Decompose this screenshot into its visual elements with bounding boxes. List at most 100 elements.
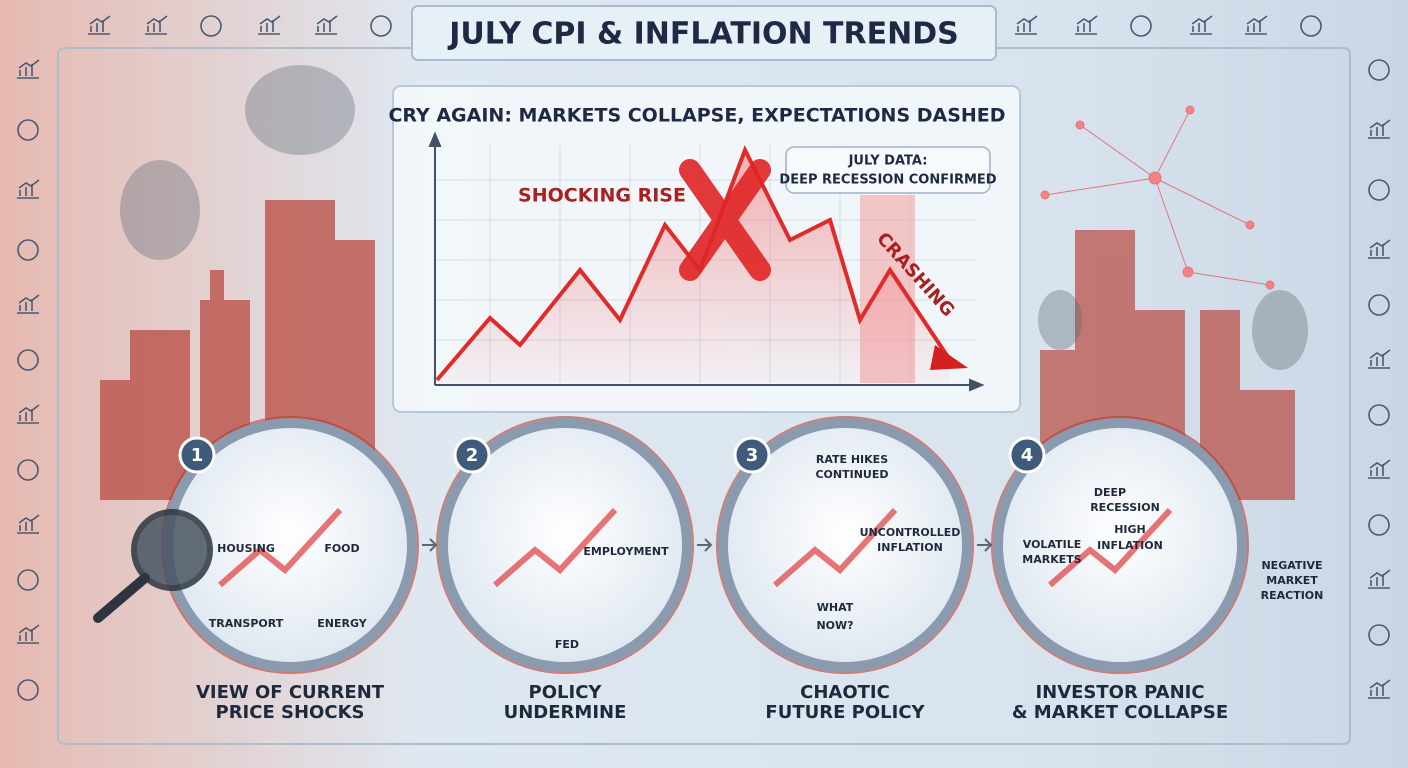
step-caption: CHAOTIC <box>800 682 890 703</box>
step-badge <box>178 436 216 474</box>
icon <box>1368 179 1390 201</box>
step-disc <box>993 418 1247 672</box>
icon <box>1368 459 1391 479</box>
icon <box>1015 15 1038 35</box>
callout-line: JULY DATA: <box>848 154 928 169</box>
icon <box>1245 15 1268 35</box>
side-note: REACTION <box>1261 589 1324 602</box>
step-arrow <box>697 538 713 552</box>
icon <box>17 294 40 314</box>
step-illustration <box>493 507 618 588</box>
step-number: 4 <box>1021 445 1034 466</box>
step-caption: VIEW OF CURRENT <box>196 682 385 703</box>
step-disc <box>438 418 692 672</box>
icon <box>1368 679 1391 699</box>
step-label: ENERGY <box>317 617 367 630</box>
side-note: NEGATIVE <box>1261 559 1322 572</box>
trend-arrow <box>930 345 968 370</box>
step-label: FOOD <box>324 542 359 555</box>
icon <box>1075 15 1098 35</box>
step-caption: FUTURE POLICY <box>765 702 925 723</box>
icon <box>17 349 39 371</box>
step-caption: INVESTOR PANIC <box>1035 682 1204 703</box>
magnifier-handle <box>93 573 150 623</box>
icon <box>17 514 40 534</box>
rise-label: SHOCKING RISE <box>518 185 686 207</box>
panel-axes <box>428 131 985 392</box>
icon <box>1300 15 1322 37</box>
icon <box>1190 15 1213 35</box>
icon <box>315 15 338 35</box>
step-label: EMPLOYMENT <box>583 545 669 558</box>
icon <box>1368 569 1391 589</box>
step-label: FED <box>555 638 579 651</box>
step-badge <box>1008 436 1046 474</box>
step-label: NOW? <box>816 619 853 632</box>
step-label: HIGH <box>1114 523 1146 536</box>
icon <box>1368 294 1390 316</box>
panel-title: CRY AGAIN: MARKETS COLLAPSE, EXPECTATION… <box>388 105 1005 127</box>
step-caption: PRICE SHOCKS <box>216 702 365 723</box>
icon <box>17 624 40 644</box>
step-label: HOUSING <box>217 542 275 555</box>
step-label: UNCONTROLLED <box>860 526 961 539</box>
icon <box>17 404 40 424</box>
smoke <box>120 65 1308 370</box>
icon <box>88 15 111 35</box>
step-caption: & MARKET COLLAPSE <box>1012 702 1228 723</box>
step-ring <box>991 416 1249 674</box>
icon <box>145 15 168 35</box>
icon <box>1368 59 1390 81</box>
step-label: WHAT <box>817 601 854 614</box>
icon <box>17 569 39 591</box>
icon <box>1368 514 1390 536</box>
icon <box>17 119 39 141</box>
step-label: RATE HIKES <box>816 453 888 466</box>
step-label: CONTINUED <box>815 468 888 481</box>
border-icons <box>17 15 1391 701</box>
step-label: MARKETS <box>1022 553 1081 566</box>
icon <box>1368 349 1391 369</box>
icon <box>17 59 40 79</box>
side-note: MARKET <box>1266 574 1318 587</box>
step-badge <box>453 436 491 474</box>
step-label: INFLATION <box>1097 539 1163 552</box>
icon <box>17 679 39 701</box>
page-title: JULY CPI & INFLATION TRENDS <box>447 17 958 52</box>
step-ring <box>436 416 694 674</box>
magnifier <box>131 509 213 591</box>
step-label: VOLATILE <box>1023 538 1081 551</box>
callout-box <box>785 146 991 194</box>
step-label: TRANSPORT <box>209 617 284 630</box>
step-caption: UNDERMINE <box>504 702 627 723</box>
step-label: RECESSION <box>1090 501 1160 514</box>
title-banner <box>411 5 997 61</box>
step-label: DEEP <box>1094 486 1126 499</box>
step-label: INFLATION <box>877 541 943 554</box>
icon <box>1130 15 1152 37</box>
step-illustration <box>773 507 898 588</box>
icon <box>1368 119 1391 139</box>
step-badge <box>733 436 771 474</box>
callout-line: DEEP RECESSION CONFIRMED <box>779 173 996 188</box>
big-x <box>679 159 771 281</box>
step-illustration <box>218 507 343 588</box>
steps: 1 HOUSING FOOD TRANSPORT ENERGY VIEW OF CURRE… <box>93 416 1249 723</box>
icon <box>17 459 39 481</box>
icon <box>17 239 39 261</box>
icon <box>258 15 281 35</box>
step-number: 1 <box>191 445 204 466</box>
step-caption: POLICY <box>529 682 603 703</box>
step-disc <box>718 418 972 672</box>
network <box>1040 105 1275 290</box>
step-illustration <box>1048 507 1173 588</box>
step-ring <box>716 416 974 674</box>
step-number: 2 <box>466 445 479 466</box>
icon <box>200 15 222 37</box>
icon <box>1368 404 1390 426</box>
icon <box>1368 239 1391 259</box>
icon <box>1368 624 1390 646</box>
icon <box>370 15 392 37</box>
icon <box>17 179 40 199</box>
